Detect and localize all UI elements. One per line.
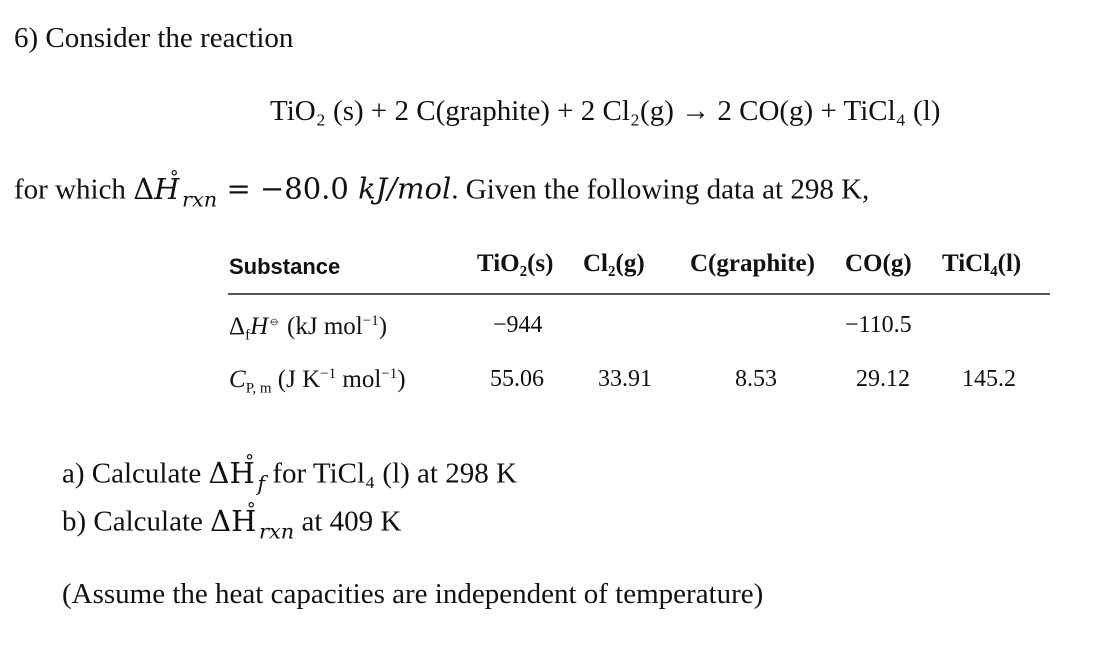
- row-label-enthalpy: ΔfH⦵ (kJ mol−1): [229, 313, 388, 344]
- question-b: b) Calculate ΔH°rxn at 409 K: [62, 500, 402, 543]
- cell-cp-co: 29.12: [856, 366, 910, 392]
- table-header-co: CO(g): [845, 250, 912, 277]
- delta-h-symbol: ΔH°rxn: [133, 168, 218, 211]
- table-header-cl2: Cl₂(g): [583, 250, 645, 277]
- delta-h-value: = −80.0: [217, 171, 359, 206]
- reaction-equation: TiO₂ (s) + 2 C(graphite) + 2 Cl₂(g) → 2 …: [270, 95, 941, 127]
- cell-cp-tio2: 55.06: [490, 366, 544, 392]
- table-header-tio2: TiO₂(s): [477, 250, 554, 277]
- statement-prefix: for which: [14, 173, 134, 206]
- assumption-note: (Assume the heat capacities are independ…: [62, 578, 764, 610]
- cell-enthalpy-co: −110.5: [845, 312, 912, 338]
- cell-cp-ticl4: 145.2: [962, 366, 1016, 392]
- enthalpy-statement: for which ΔH°rxn = −80.0 kJ/mol. Given t…: [14, 168, 869, 211]
- row-label-heat-capacity: CP, m (J K−1 mol−1): [229, 366, 406, 397]
- table-header-substance: Substance: [229, 254, 341, 279]
- table-divider: [228, 293, 1050, 295]
- cell-enthalpy-tio2: −944: [493, 312, 543, 338]
- question-a: a) Calculate ΔH°f for TiCl₄ (l) at 298 K: [62, 452, 517, 495]
- delta-h-units: kJ/mol: [358, 171, 452, 206]
- table-header-c-graphite: C(graphite): [690, 250, 815, 277]
- cell-cp-c-graphite: 8.53: [735, 366, 777, 392]
- table-header-ticl4: TiCl₄(l): [942, 250, 1022, 277]
- problem-title: 6) Consider the reaction: [14, 22, 294, 54]
- cell-cp-cl2: 33.91: [598, 366, 652, 392]
- statement-suffix: . Given the following data at 298 K,: [451, 173, 870, 206]
